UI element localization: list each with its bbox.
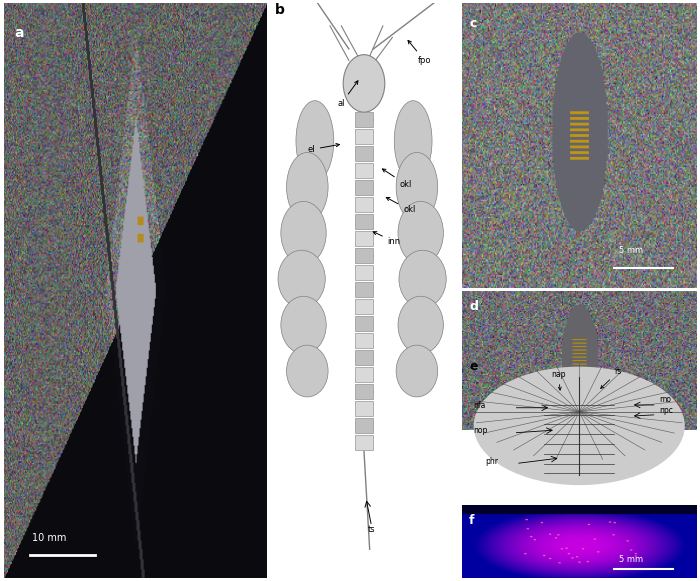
Ellipse shape (278, 250, 326, 308)
Text: 10 mm: 10 mm (32, 533, 66, 543)
Text: fpo: fpo (408, 41, 431, 65)
Ellipse shape (286, 345, 328, 397)
Bar (355, 367, 374, 382)
Bar (355, 333, 374, 348)
Text: c: c (469, 17, 477, 30)
Ellipse shape (343, 55, 385, 112)
Bar (355, 129, 374, 145)
Bar (355, 197, 374, 212)
Bar (355, 163, 374, 178)
Text: mo: mo (659, 395, 671, 404)
Text: ts: ts (368, 525, 375, 534)
Text: a: a (14, 26, 24, 40)
Text: inn: inn (373, 232, 401, 246)
Text: nap: nap (551, 370, 566, 390)
Text: d: d (469, 300, 478, 313)
Bar (355, 383, 374, 399)
Text: al: al (337, 81, 358, 108)
Text: npc: npc (659, 406, 673, 415)
Bar (355, 299, 374, 314)
Ellipse shape (296, 101, 334, 181)
Bar (355, 214, 374, 229)
Ellipse shape (281, 296, 326, 354)
Bar (355, 248, 374, 263)
Bar (355, 435, 374, 450)
Bar (355, 231, 374, 246)
Text: 5 mm: 5 mm (619, 555, 643, 564)
Bar (355, 265, 374, 280)
Ellipse shape (398, 202, 443, 264)
Text: okl: okl (382, 169, 412, 189)
Bar (355, 112, 374, 127)
Ellipse shape (396, 152, 438, 221)
Ellipse shape (398, 296, 443, 354)
Ellipse shape (286, 152, 328, 221)
Text: b: b (275, 3, 285, 17)
Text: nop: nop (474, 426, 488, 435)
Bar (355, 146, 374, 162)
Bar (355, 401, 374, 416)
Bar (355, 180, 374, 195)
Ellipse shape (399, 250, 446, 308)
Text: nfa: nfa (474, 401, 486, 410)
Ellipse shape (281, 202, 326, 264)
Text: el: el (307, 144, 340, 154)
Text: f: f (469, 514, 475, 527)
Bar (355, 418, 374, 433)
Text: e: e (469, 360, 477, 373)
Text: okl: okl (386, 198, 416, 214)
Text: rs: rs (601, 367, 622, 389)
Text: phr: phr (486, 457, 498, 465)
Ellipse shape (394, 101, 432, 181)
Bar (355, 316, 374, 331)
Bar (355, 350, 374, 365)
Ellipse shape (474, 367, 685, 485)
Text: 5 mm: 5 mm (619, 246, 643, 256)
Bar (355, 282, 374, 297)
Ellipse shape (396, 345, 438, 397)
